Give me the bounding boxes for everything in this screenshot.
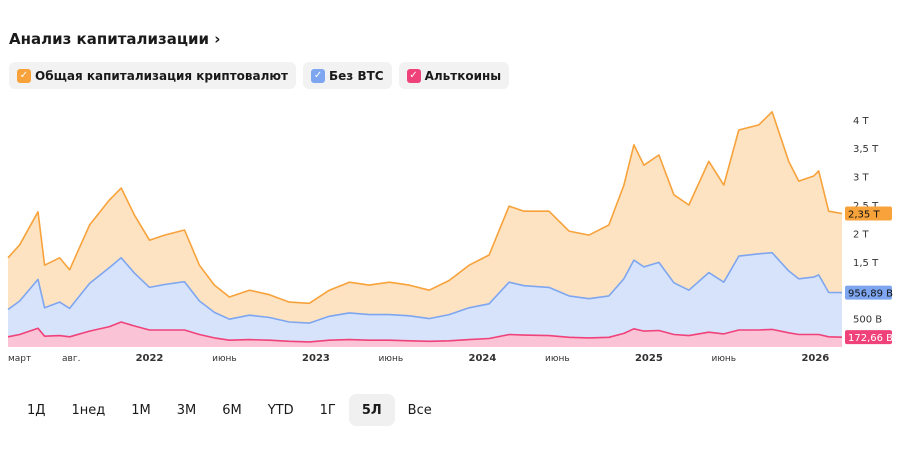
x-tick-label: июнь [379, 354, 404, 364]
legend-ex-btc[interactable]: ✓ Без BTC [303, 62, 392, 89]
x-tick-label: 2026 [801, 353, 829, 364]
range-ytd[interactable]: YTD [267, 402, 294, 418]
y-tick-label: 2 T [853, 229, 870, 240]
series-line-0 [7, 111, 843, 305]
range-1y[interactable]: 1Г [319, 402, 336, 418]
series-line-1 [7, 251, 843, 324]
last-value-badge [845, 330, 892, 345]
checkbox-icon: ✓ [311, 68, 326, 83]
legend-label: Общая капитализация криптовалют [35, 68, 289, 83]
y-tick-label: 1,5 T [853, 258, 879, 269]
range-selector: 1Д 1нед 1М 3М 6М YTD 1Г 5Л Все [14, 394, 445, 426]
range-3m[interactable]: 3М [176, 402, 197, 418]
x-tick-label: июнь [711, 354, 736, 364]
y-tick-label: 500 B [853, 315, 882, 326]
last-value-label: 956,89 B [848, 289, 893, 300]
y-tick-label: 3 T [853, 173, 870, 184]
legend-label: Альткоины [424, 68, 502, 83]
series-area-2 [8, 322, 842, 347]
series-area-1 [8, 252, 842, 347]
series-line-2 [7, 321, 843, 343]
legend-altcoins[interactable]: ✓ Альткоины [398, 62, 510, 89]
chevron-right-icon: › [209, 30, 221, 48]
x-tick-label: июнь [545, 354, 570, 364]
y-tick-label: 2,5 T [853, 201, 879, 212]
checkbox-icon: ✓ [406, 68, 421, 83]
range-1w[interactable]: 1нед [71, 402, 106, 418]
x-tick-label: март [8, 354, 31, 364]
last-value-label: 2,35 T [848, 210, 880, 221]
title-text: Анализ капитализации [9, 30, 209, 48]
range-5y[interactable]: 5Л [348, 394, 395, 426]
range-all[interactable]: Все [407, 402, 432, 418]
legend: ✓ Общая капитализация криптовалют ✓ Без BT… [9, 62, 510, 89]
checkbox-icon: ✓ [17, 68, 31, 83]
y-tick-label: 4 T [853, 116, 870, 127]
range-1d[interactable]: 1Д [27, 402, 46, 418]
legend-label: Без BTC [329, 68, 384, 83]
x-tick-label: 2022 [136, 353, 164, 364]
x-tick-label: июнь [212, 354, 237, 364]
x-tick-label: авг. [62, 354, 80, 364]
y-tick-label: 3,5 T [853, 144, 879, 155]
range-1m[interactable]: 1М [131, 402, 151, 418]
x-tick-label: 2025 [635, 353, 663, 364]
x-tick-label: 2023 [302, 353, 330, 364]
legend-total[interactable]: ✓ Общая капитализация криптовалют [9, 62, 297, 89]
last-value-label: 172,66 B [848, 333, 893, 344]
page-title[interactable]: Анализ капитализации › [9, 30, 220, 48]
x-tick-label: 2024 [469, 353, 497, 364]
last-value-badge [845, 285, 892, 300]
range-6m[interactable]: 6М [222, 402, 242, 418]
last-value-badge [845, 206, 892, 221]
